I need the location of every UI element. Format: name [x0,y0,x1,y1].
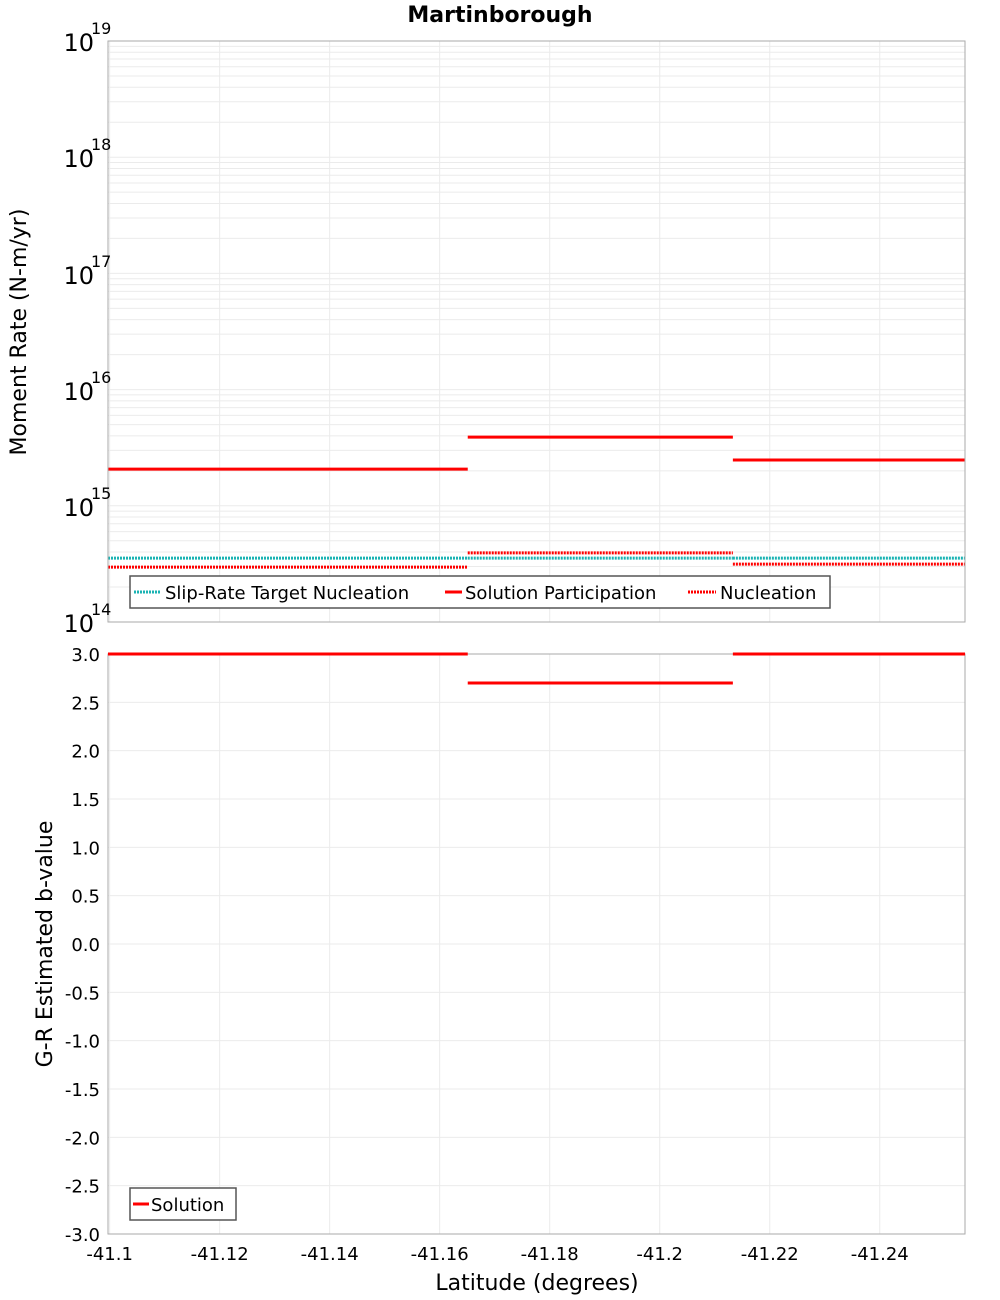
y-tick-label: 1.5 [71,790,100,811]
svg-text:10: 10 [63,494,94,522]
svg-text:10: 10 [63,29,94,57]
bottom-y-axis-label: G-R Estimated b-value [33,821,58,1068]
svg-text:19: 19 [91,19,111,38]
y-tick-1e16: 10 16 [63,368,111,406]
svg-text:16: 16 [91,368,111,387]
svg-text:10: 10 [63,262,94,290]
chart-title: Martinborough [407,3,592,28]
x-tick-label: -41.22 [741,1244,799,1265]
y-tick-label: 2.5 [71,693,100,714]
svg-text:10: 10 [63,145,94,173]
y-tick-label: -2.5 [65,1177,100,1198]
top-plot: 10 19 10 18 10 17 10 16 10 15 10 14 [7,19,965,638]
x-tick-label: -41.14 [301,1244,359,1265]
y-tick-label: 3.0 [71,645,100,666]
x-axis-label: Latitude (degrees) [435,1271,638,1296]
svg-text:10: 10 [63,610,94,638]
y-tick-1e18: 10 18 [63,135,111,173]
bottom-plot: 3.0 2.5 2.0 1.5 1.0 0.5 0.0 -0.5 -1.0 -1.5 -2.0 -2.… [33,645,965,1296]
top-y-ticks: 10 19 10 18 10 17 10 16 10 15 10 14 [63,19,111,638]
y-tick-label: -0.5 [65,983,100,1004]
x-tick-label: -41.2 [636,1244,683,1265]
svg-text:14: 14 [91,600,111,619]
bottom-y-ticks: 3.0 2.5 2.0 1.5 1.0 0.5 0.0 -0.5 -1.0 -1.5 -2.0 -2.… [65,645,100,1246]
legend-slip-rate-label: Slip-Rate Target Nucleation [165,583,409,604]
legend-solution-participation-label: Solution Participation [465,583,656,604]
top-plot-area [108,41,965,622]
y-tick-1e17: 10 17 [63,252,111,290]
y-tick-label: 0.5 [71,887,100,908]
x-tick-label: -41.18 [521,1244,579,1265]
x-tick-label: -41.24 [851,1244,909,1265]
y-tick-label: -3.0 [65,1225,100,1246]
svg-text:10: 10 [63,378,94,406]
top-legend: Slip-Rate Target Nucleation Solution Par… [130,576,830,608]
svg-text:17: 17 [91,252,111,271]
y-tick-label: 0.0 [71,935,100,956]
y-tick-label: -1.0 [65,1032,100,1053]
y-tick-label: -1.5 [65,1080,100,1101]
y-tick-label: -2.0 [65,1128,100,1149]
y-tick-1e14: 10 14 [63,600,111,638]
svg-text:15: 15 [91,484,111,503]
y-tick-1e15: 10 15 [63,484,111,522]
legend-nucleation-label: Nucleation [720,583,816,604]
x-tick-label: -41.12 [191,1244,249,1265]
top-y-axis-label: Moment Rate (N-m/yr) [7,209,32,456]
y-tick-label: 2.0 [71,742,100,763]
x-tick-label: -41.16 [411,1244,469,1265]
svg-text:18: 18 [91,135,111,154]
x-tick-label: -41.1 [86,1244,133,1265]
chart-canvas: Martinborough 10 19 10 18 10 17 10 16 [0,0,1000,1300]
y-tick-1e19: 10 19 [63,19,111,57]
y-tick-label: 1.0 [71,838,100,859]
legend-solution-label: Solution [151,1195,224,1216]
bottom-legend: Solution [130,1188,236,1220]
bottom-x-ticks: -41.1 -41.12 -41.14 -41.16 -41.18 -41.2 -41.22… [86,1244,908,1265]
